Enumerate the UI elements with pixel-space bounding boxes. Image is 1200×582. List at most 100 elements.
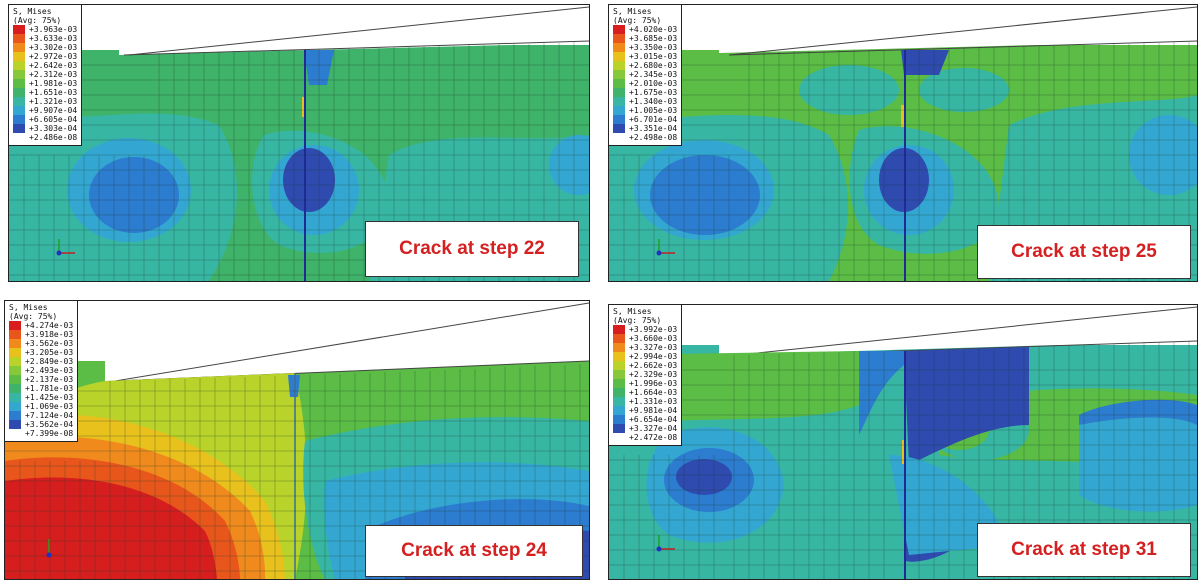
legend-swatch bbox=[613, 88, 625, 97]
legend-value: +3.303e-04 bbox=[29, 124, 78, 133]
legend-swatch bbox=[613, 325, 625, 334]
legend-row: +2.137e-03 bbox=[9, 375, 73, 384]
legend-value: +2.498e-08 bbox=[629, 133, 678, 142]
step-caption: Crack at step 31 bbox=[977, 523, 1191, 577]
legend-value: +2.994e-03 bbox=[629, 352, 678, 361]
legend-title: S, Mises bbox=[9, 303, 48, 312]
legend-row: +3.015e-03 bbox=[613, 52, 677, 61]
stress-contour-plot bbox=[5, 301, 589, 579]
legend-swatch bbox=[613, 379, 625, 388]
legend-swatch bbox=[613, 115, 625, 124]
legend-value: +9.907e-04 bbox=[29, 106, 78, 115]
legend-value: +2.345e-03 bbox=[629, 70, 678, 79]
legend-swatch bbox=[9, 429, 21, 438]
legend-swatch bbox=[9, 348, 21, 357]
legend-title: S, Mises bbox=[13, 7, 52, 16]
legend-row: +7.124e-04 bbox=[9, 411, 73, 420]
caption-text: Crack at step 24 bbox=[401, 540, 547, 561]
caption-text: Crack at step 31 bbox=[1011, 539, 1157, 560]
legend-row: +1.664e-03 bbox=[613, 388, 677, 397]
legend-value: +1.651e-03 bbox=[29, 88, 78, 97]
legend-row: +2.680e-03 bbox=[613, 61, 677, 70]
legend-swatch bbox=[13, 61, 25, 70]
legend-row: +3.562e-04 bbox=[9, 420, 73, 429]
legend-swatch bbox=[613, 79, 625, 88]
legend-value: +9.981e-04 bbox=[629, 406, 678, 415]
legend-row: +2.312e-03 bbox=[13, 70, 77, 79]
legend-swatch bbox=[613, 61, 625, 70]
legend-rows: +3.992e-03 +3.660e-03 +3.327e-03 +2.994e-03… bbox=[613, 325, 677, 442]
legend-swatch bbox=[13, 34, 25, 43]
legend-swatch bbox=[613, 352, 625, 361]
stress-panel-step-31: S, Mises (Avg: 75%) +3.992e-03 +3.660e-03… bbox=[608, 304, 1198, 580]
legend-swatch bbox=[13, 43, 25, 52]
legend-value: +3.963e-03 bbox=[29, 25, 78, 34]
legend-value: +2.642e-03 bbox=[29, 61, 78, 70]
legend-row: +7.399e-08 bbox=[9, 429, 73, 438]
legend-value: +3.350e-03 bbox=[629, 43, 678, 52]
legend-subtitle: (Avg: 75%) bbox=[9, 312, 58, 321]
legend-value: +7.399e-08 bbox=[25, 429, 74, 438]
legend-swatch bbox=[613, 43, 625, 52]
legend-value: +1.005e-03 bbox=[629, 106, 678, 115]
legend-value: +4.274e-03 bbox=[25, 321, 74, 330]
legend-value: +1.331e-03 bbox=[629, 397, 678, 406]
legend-swatch bbox=[9, 393, 21, 402]
legend-swatch bbox=[613, 52, 625, 61]
legend-row: +9.907e-04 bbox=[13, 106, 77, 115]
legend-row: +6.654e-04 bbox=[613, 415, 677, 424]
caption-text: Crack at step 22 bbox=[399, 238, 545, 259]
legend-row: +2.329e-03 bbox=[613, 370, 677, 379]
legend-value: +3.205e-03 bbox=[25, 348, 74, 357]
legend-row: +1.996e-03 bbox=[613, 379, 677, 388]
legend-row: +1.331e-03 bbox=[613, 397, 677, 406]
legend-row: +3.205e-03 bbox=[9, 348, 73, 357]
legend-swatch bbox=[613, 34, 625, 43]
legend-row: +3.685e-03 bbox=[613, 34, 677, 43]
legend-row: +4.020e-03 bbox=[613, 25, 677, 34]
legend-value: +6.605e-04 bbox=[29, 115, 78, 124]
legend-swatch bbox=[9, 375, 21, 384]
legend-rows: +3.963e-03 +3.633e-03 +3.302e-03 +2.972e-03… bbox=[13, 25, 77, 142]
legend-value: +2.137e-03 bbox=[25, 375, 74, 384]
legend-value: +6.654e-04 bbox=[629, 415, 678, 424]
legend-row: +3.633e-03 bbox=[13, 34, 77, 43]
stress-contour-plot bbox=[9, 5, 589, 281]
legend-rows: +4.274e-03 +3.918e-03 +3.562e-03 +3.205e-03… bbox=[9, 321, 73, 438]
legend-row: +1.651e-03 bbox=[13, 88, 77, 97]
legend-row: +2.498e-08 bbox=[613, 133, 677, 142]
legend-row: +3.302e-03 bbox=[13, 43, 77, 52]
legend-value: +1.340e-03 bbox=[629, 97, 678, 106]
legend-row: +6.701e-04 bbox=[613, 115, 677, 124]
legend-row: +2.972e-03 bbox=[13, 52, 77, 61]
contour-legend: S, Mises (Avg: 75%) +4.274e-03 +3.918e-03… bbox=[5, 301, 79, 442]
legend-swatch bbox=[13, 124, 25, 133]
legend-value: +3.327e-03 bbox=[629, 343, 678, 352]
legend-value: +1.069e-03 bbox=[25, 402, 74, 411]
legend-row: +1.069e-03 bbox=[9, 402, 73, 411]
legend-swatch bbox=[613, 370, 625, 379]
legend-row: +2.994e-03 bbox=[613, 352, 677, 361]
legend-swatch bbox=[613, 388, 625, 397]
legend-swatch bbox=[9, 384, 21, 393]
legend-row: +2.493e-03 bbox=[9, 366, 73, 375]
legend-row: +1.005e-03 bbox=[613, 106, 677, 115]
legend-value: +3.327e-04 bbox=[629, 424, 678, 433]
legend-value: +4.020e-03 bbox=[629, 25, 678, 34]
caption-text: Crack at step 25 bbox=[1011, 241, 1157, 262]
legend-swatch bbox=[9, 339, 21, 348]
legend-swatch bbox=[9, 357, 21, 366]
legend-swatch bbox=[613, 97, 625, 106]
legend-swatch bbox=[613, 343, 625, 352]
legend-row: +1.340e-03 bbox=[613, 97, 677, 106]
legend-row: +2.010e-03 bbox=[613, 79, 677, 88]
legend-row: +1.425e-03 bbox=[9, 393, 73, 402]
legend-swatch bbox=[9, 402, 21, 411]
legend-swatch bbox=[13, 88, 25, 97]
legend-swatch bbox=[613, 361, 625, 370]
legend-swatch bbox=[613, 70, 625, 79]
legend-swatch bbox=[613, 415, 625, 424]
legend-row: +6.605e-04 bbox=[13, 115, 77, 124]
stress-panel-step-22: S, Mises (Avg: 75%) +3.963e-03 +3.633e-03… bbox=[8, 4, 590, 282]
legend-row: +1.675e-03 bbox=[613, 88, 677, 97]
